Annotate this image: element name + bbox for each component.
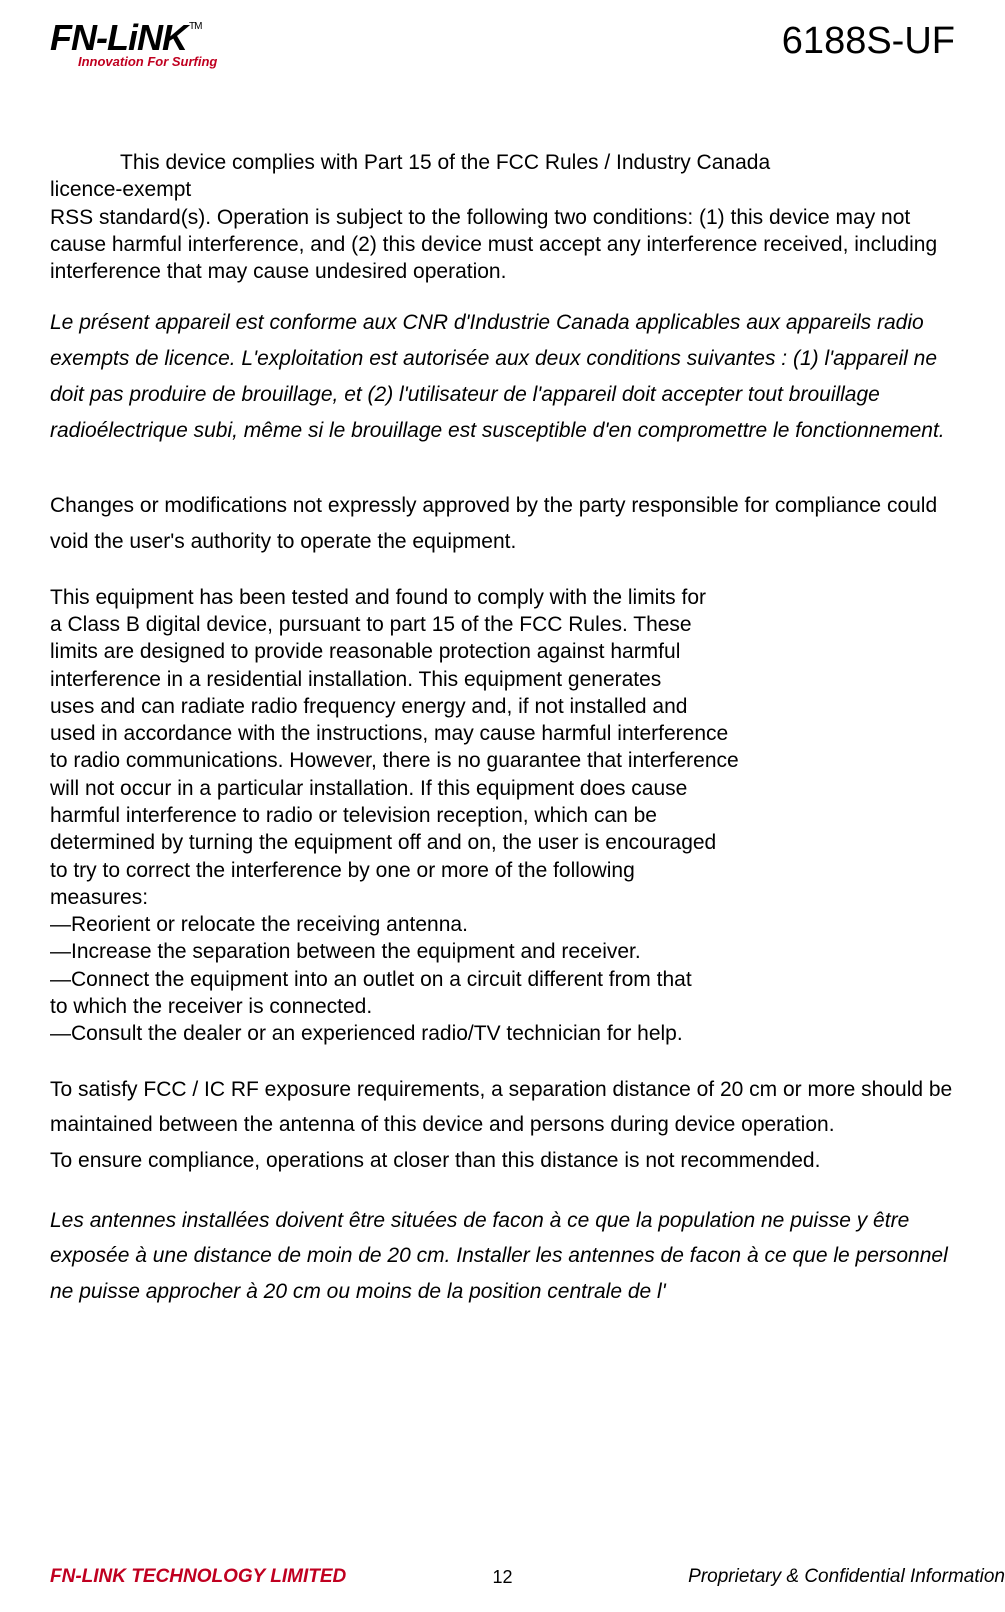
footer-page-number: 12: [492, 1567, 512, 1588]
footer-right: Proprietary & Confidential Information: [688, 1566, 1005, 1588]
logo-tm: TM: [189, 21, 201, 32]
p4-line: interference in a residential installati…: [50, 666, 955, 693]
logo-main-text: FN-LiNK: [50, 17, 187, 58]
p1-line1: This device complies with Part 15 of the…: [50, 149, 955, 176]
p4-line: to radio communications. However, there …: [50, 747, 955, 774]
paragraph-changes: Changes or modifications not expressly a…: [50, 488, 955, 559]
paragraph-fcc-en: This device complies with Part 15 of the…: [50, 149, 955, 285]
footer-left: FN-LINK TECHNOLOGY LIMITED: [50, 1566, 346, 1588]
p4-line: —Increase the separation between the equ…: [50, 938, 955, 965]
p4-line: harmful interference to radio or televis…: [50, 802, 955, 829]
p4-line: used in accordance with the instructions…: [50, 720, 955, 747]
p4-line: to try to correct the interference by on…: [50, 857, 955, 884]
p1-line3: RSS standard(s). Operation is subject to…: [50, 204, 955, 286]
p4-line: a Class B digital device, pursuant to pa…: [50, 611, 955, 638]
paragraph-rf-b: To ensure compliance, operations at clos…: [50, 1143, 955, 1179]
p4-line: uses and can radiate radio frequency ene…: [50, 693, 955, 720]
paragraph-antennes-fr: Les antennes installées doivent être sit…: [50, 1203, 955, 1310]
paragraph-cnr-fr: Le présent appareil est conforme aux CNR…: [50, 305, 955, 448]
footer: FN-LINK TECHNOLOGY LIMITED 12 Proprietar…: [0, 1566, 1005, 1588]
p4-line: —Reorient or relocate the receiving ante…: [50, 911, 955, 938]
p4-line: measures:: [50, 884, 955, 911]
p1-line2: licence-exempt: [50, 176, 955, 203]
p4-line: —Connect the equipment into an outlet on…: [50, 966, 955, 993]
header-row: FN-LiNKTM Innovation For Surfing 6188S-U…: [50, 20, 955, 69]
p4-line: determined by turning the equipment off …: [50, 829, 955, 856]
p4-line: limits are designed to provide reasonabl…: [50, 638, 955, 665]
logo-text: FN-LiNKTM: [50, 20, 199, 56]
p4-line: —Consult the dealer or an experienced ra…: [50, 1020, 955, 1047]
body-area: This device complies with Part 15 of the…: [50, 149, 955, 1310]
p4-line: will not occur in a particular installat…: [50, 775, 955, 802]
paragraph-classb: This equipment has been tested and found…: [50, 584, 955, 1048]
p4-line: to which the receiver is connected.: [50, 993, 955, 1020]
paragraph-rf-a: To satisfy FCC / IC RF exposure requirem…: [50, 1072, 955, 1143]
model-number: 6188S-UF: [782, 20, 955, 63]
page-container: FN-LiNKTM Innovation For Surfing 6188S-U…: [0, 0, 1005, 1612]
logo-block: FN-LiNKTM Innovation For Surfing: [50, 20, 217, 69]
p4-line: This equipment has been tested and found…: [50, 584, 955, 611]
